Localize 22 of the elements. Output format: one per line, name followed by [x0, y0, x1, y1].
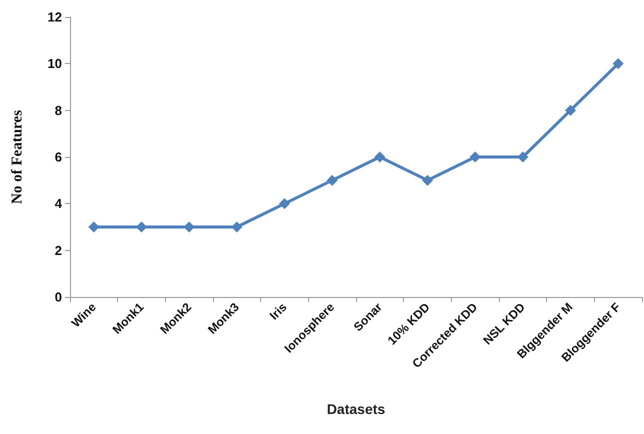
- x-axis-title: Datasets: [326, 401, 386, 417]
- point: [184, 222, 195, 232]
- point: [422, 174, 433, 186]
- point: [565, 104, 576, 116]
- point: [612, 58, 624, 70]
- point: [517, 152, 528, 162]
- y-tick-label: 12: [48, 10, 62, 24]
- point: [231, 222, 242, 232]
- y-tick-label: 10: [48, 56, 62, 72]
- point: [279, 198, 290, 210]
- y-axis-title: No of Features: [10, 110, 26, 204]
- y-tick-label: 0: [54, 290, 62, 304]
- point: [326, 174, 338, 186]
- y-tick-label: 4: [54, 196, 63, 212]
- point: [88, 222, 100, 232]
- x-tick-label: Iris: [266, 300, 290, 323]
- point: [136, 222, 147, 232]
- y-tick-label: 6: [54, 150, 62, 164]
- y-tick-label: 2: [54, 242, 62, 258]
- point: [470, 152, 481, 162]
- y-tick-label: 8: [54, 102, 62, 118]
- point: [374, 152, 386, 162]
